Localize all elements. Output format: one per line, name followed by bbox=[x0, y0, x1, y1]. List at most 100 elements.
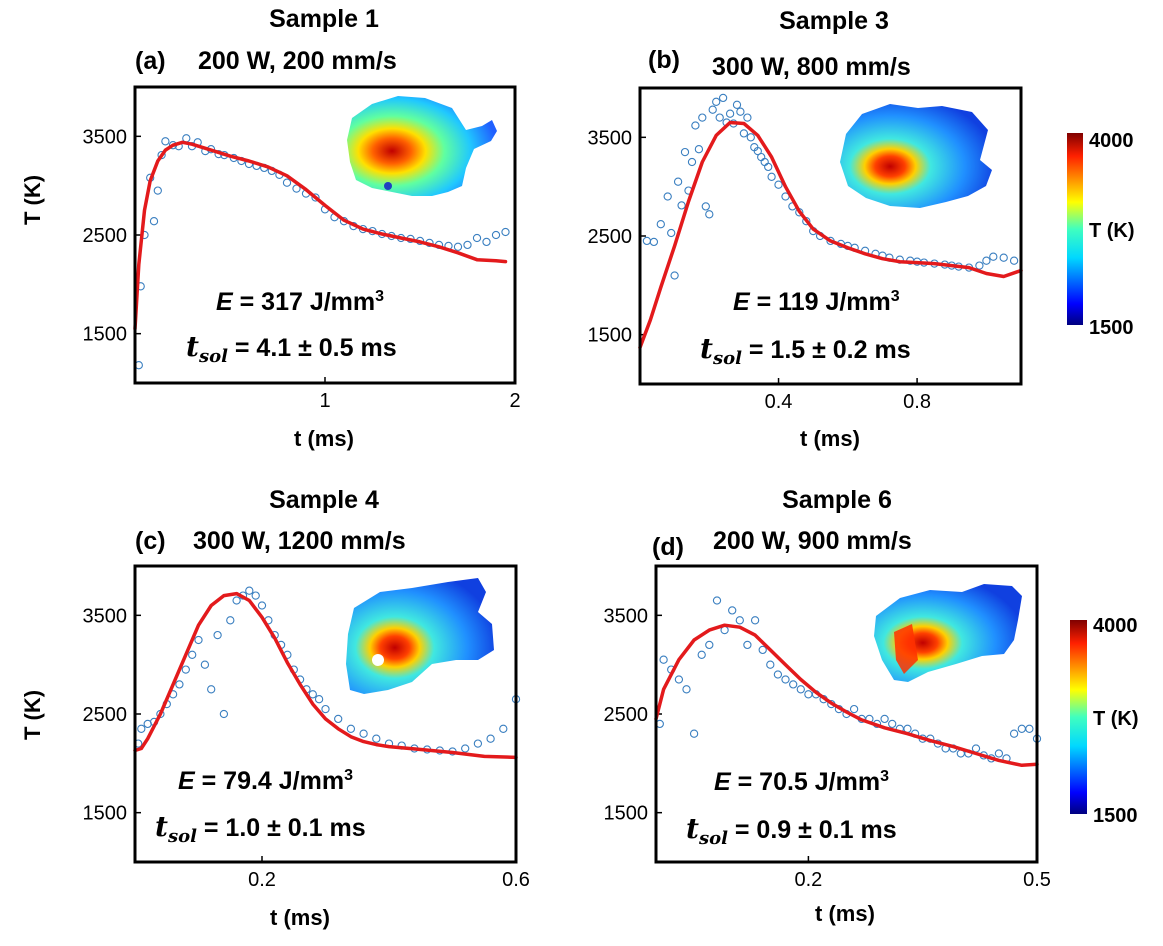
panel-a-ylabel: T (K) bbox=[20, 175, 45, 225]
colorbar-top-label: T (K) bbox=[1089, 220, 1135, 242]
panel-a: Sample 1 (a) 200 W, 200 mm/s t (ms) T (K… bbox=[20, 5, 521, 451]
panel-b-data-point bbox=[999, 253, 1008, 262]
panel-a-ytick-label: 3500 bbox=[83, 126, 128, 148]
panel-c-ytick-label: 2500 bbox=[83, 704, 128, 726]
panel-a-data-point bbox=[501, 227, 510, 237]
panel-d-ytick-label: 3500 bbox=[604, 605, 649, 627]
panel-d-data-point bbox=[735, 616, 744, 625]
panel-b-data-point bbox=[656, 220, 665, 229]
panel-b-xtick-label: 0.8 bbox=[903, 391, 931, 413]
panel-a-xlabel: t (ms) bbox=[294, 426, 354, 451]
panel-c-data-point bbox=[194, 635, 203, 645]
panel-d-energy-var: E bbox=[714, 768, 732, 796]
panel-d-data-point bbox=[697, 650, 706, 659]
panel-a-data-point bbox=[161, 137, 170, 146]
panel-b-energy-exp: 3 bbox=[891, 288, 900, 305]
panel-c-title: Sample 4 bbox=[269, 486, 379, 514]
colorbar-top: 4000 T (K) 1500 bbox=[1067, 130, 1135, 339]
panel-d-label: (d) bbox=[652, 533, 684, 561]
panel-a-data-point bbox=[149, 217, 159, 226]
panel-a-xtick-label: 2 bbox=[509, 390, 520, 412]
panel-c-subtitle: 300 W, 1200 mm/s bbox=[193, 527, 406, 555]
panel-c-tsol-var: t bbox=[155, 810, 168, 843]
panel-c-tsol: tsol = 1.0 ± 0.1 ms bbox=[155, 810, 366, 847]
colorbar-bottom-label: T (K) bbox=[1093, 708, 1139, 730]
panel-d-data-point bbox=[750, 616, 760, 625]
panel-d-data-point bbox=[758, 645, 767, 655]
panel-b-tsol-var: t bbox=[700, 332, 713, 365]
panel-a-tsol-var: t bbox=[186, 330, 199, 363]
panel-c: Sample 4 (c) 300 W, 1200 mm/s t (ms) T (… bbox=[20, 486, 530, 930]
panel-d-melt-pool-image bbox=[874, 584, 1022, 682]
panel-d-data-point bbox=[659, 655, 668, 664]
panel-a-fit-line bbox=[133, 140, 508, 331]
panel-b-tsol-sub: sol bbox=[712, 348, 742, 369]
panel-d: Sample 6 (d) 200 W, 900 mm/s t (ms) 1500… bbox=[604, 486, 1051, 926]
panel-b-data-point bbox=[975, 261, 984, 270]
panel-c-data-point bbox=[486, 734, 495, 743]
panel-c-data-point bbox=[137, 724, 146, 733]
panel-a-energy-var: E bbox=[216, 288, 234, 316]
panel-a-data-point bbox=[472, 233, 482, 243]
panel-d-data-point bbox=[705, 640, 714, 650]
panel-b-data-point bbox=[753, 146, 762, 156]
panel-d-data-point bbox=[804, 690, 813, 699]
panel-d-xtick-label: 0.5 bbox=[1023, 869, 1051, 891]
panel-b-data-point bbox=[698, 113, 707, 122]
panel-a-title: Sample 1 bbox=[269, 5, 379, 33]
panel-d-data-point bbox=[674, 675, 684, 684]
panel-c-data-point bbox=[213, 630, 222, 640]
panel-b-data-point bbox=[701, 202, 710, 211]
panel-b-data-point bbox=[743, 113, 752, 122]
panel-b-data-point bbox=[725, 109, 735, 118]
panel-a-energy-exp: 3 bbox=[375, 288, 384, 305]
panel-b-fit-line bbox=[638, 120, 1023, 350]
panel-b-energy-value: = 119 J/mm bbox=[750, 288, 891, 316]
panel-b-data-point bbox=[715, 113, 724, 122]
panel-a-label: (a) bbox=[135, 47, 166, 75]
panel-c-data-point bbox=[372, 734, 381, 743]
panel-b-data-point bbox=[705, 210, 714, 219]
panel-c-data-point bbox=[473, 739, 483, 748]
panel-d-data-point bbox=[796, 685, 805, 694]
panel-d-data-point bbox=[789, 680, 798, 689]
panel-c-label: (c) bbox=[135, 527, 166, 555]
panel-d-ytick-label: 1500 bbox=[604, 803, 649, 825]
panel-b-subtitle: 300 W, 800 mm/s bbox=[712, 53, 911, 81]
panel-b-title: Sample 3 bbox=[779, 7, 889, 35]
panel-b-melt-pool-image bbox=[840, 104, 992, 208]
panel-b-data-point bbox=[670, 271, 679, 280]
panel-c-ytick-label: 3500 bbox=[83, 605, 128, 627]
panel-c-tsol-sub: sol bbox=[167, 826, 197, 847]
panel-d-data-point bbox=[712, 596, 722, 605]
panel-b-frame bbox=[638, 86, 1023, 386]
panel-b-xlabel: t (ms) bbox=[800, 426, 860, 451]
panel-c-data-point bbox=[257, 601, 267, 610]
panel-c-energy-var: E bbox=[178, 767, 196, 795]
panel-d-tsol-sub: sol bbox=[698, 828, 728, 849]
panel-d-data-point bbox=[781, 675, 790, 684]
panel-b-data-point bbox=[667, 228, 676, 238]
panel-b-data-point bbox=[642, 236, 652, 246]
panel-b-data-point bbox=[767, 172, 776, 181]
panel-c-fit-line bbox=[133, 591, 518, 760]
panel-d-tsol-value: = 0.9 ± 0.1 ms bbox=[728, 816, 897, 844]
panel-b-data-point bbox=[687, 157, 697, 167]
panel-d-data-point bbox=[773, 670, 783, 679]
panel-c-melt-pool-image bbox=[346, 578, 494, 694]
panel-d-data-point bbox=[743, 640, 752, 650]
panel-b-ytick-label: 1500 bbox=[588, 325, 633, 347]
panel-c-data-point bbox=[175, 680, 184, 689]
panel-b-data-point bbox=[774, 180, 783, 189]
panel-a-frame bbox=[133, 85, 517, 385]
panel-d-data-point bbox=[1009, 729, 1019, 738]
panel-b: Sample 3 (b) 300 W, 800 mm/s t (ms) 1500… bbox=[588, 7, 1023, 451]
panel-b-ytick-label: 3500 bbox=[588, 127, 633, 149]
panel-d-data-point bbox=[888, 719, 897, 729]
panel-c-data-point bbox=[251, 591, 260, 600]
colorbar-bottom-max: 4000 bbox=[1093, 615, 1138, 637]
panel-d-energy-exp: 3 bbox=[880, 768, 889, 785]
panel-c-energy-exp: 3 bbox=[344, 767, 353, 784]
panel-b-xtick-label: 0.4 bbox=[765, 391, 793, 413]
panel-a-data-point bbox=[282, 178, 292, 187]
